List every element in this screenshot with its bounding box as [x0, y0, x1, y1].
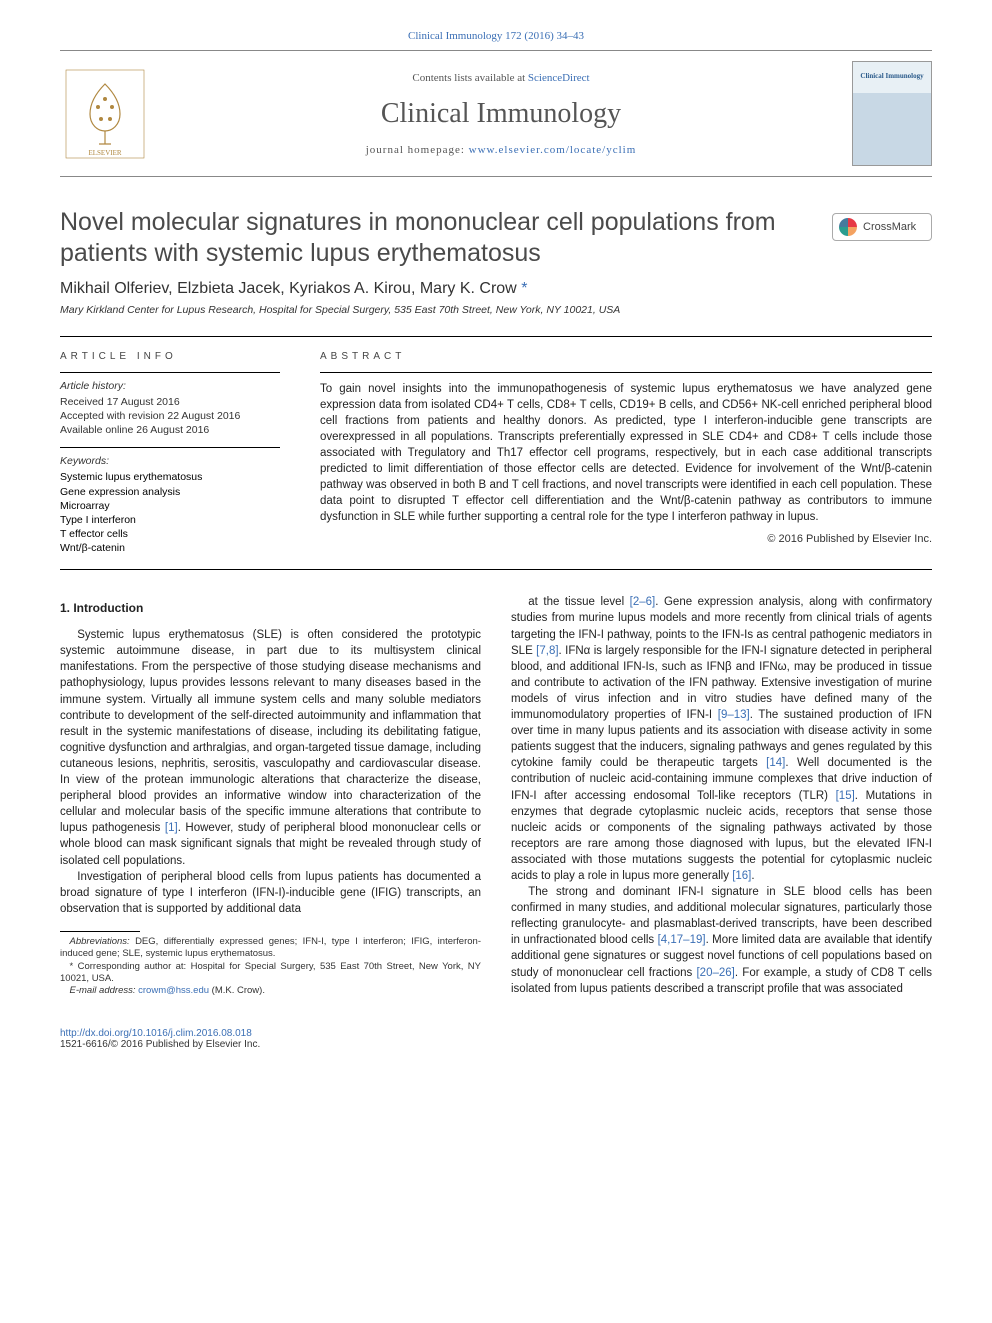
footnotes: Abbreviations: DEG, differentially expre… — [60, 936, 481, 998]
abstract-copyright: © 2016 Published by Elsevier Inc. — [320, 533, 932, 545]
body-para: at the tissue level [2–6]. Gene expressi… — [511, 594, 932, 884]
body-para: The strong and dominant IFN-I signature … — [511, 884, 932, 997]
keyword: T effector cells — [60, 527, 280, 541]
crossmark-badge[interactable]: CrossMark — [832, 213, 932, 241]
ref-link[interactable]: [14] — [766, 757, 785, 769]
email-label: E-mail address: — [70, 985, 139, 996]
email-tail: (M.K. Crow). — [209, 985, 265, 996]
abstract-heading: ABSTRACT — [320, 351, 932, 362]
section-heading: 1. Introduction — [60, 600, 481, 617]
body-columns: 1. Introduction Systemic lupus erythemat… — [60, 594, 932, 997]
crossmark-label: CrossMark — [863, 221, 916, 233]
ref-link[interactable]: [7,8] — [536, 645, 558, 657]
journal-name: Clinical Immunology — [150, 98, 852, 130]
keyword: Systemic lupus erythematosus — [60, 470, 280, 484]
ref-link[interactable]: [9–13] — [718, 709, 750, 721]
affiliation: Mary Kirkland Center for Lupus Research,… — [60, 304, 932, 316]
ref-link[interactable]: [1] — [165, 822, 178, 834]
sciencedirect-link[interactable]: ScienceDirect — [528, 72, 590, 84]
rule-bottom — [60, 569, 932, 570]
ref-link[interactable]: [16] — [732, 870, 751, 882]
journal-cover-thumbnail: Clinical Immunology — [852, 61, 932, 166]
rule-top — [60, 336, 932, 337]
ref-link[interactable]: [15] — [836, 790, 855, 802]
homepage-link[interactable]: www.elsevier.com/locate/yclim — [469, 144, 637, 156]
history: Received 17 August 2016 Accepted with re… — [60, 395, 280, 438]
title-row: Novel molecular signatures in mononuclea… — [60, 207, 932, 270]
corresponding-mark[interactable]: * — [521, 280, 527, 297]
running-header-link[interactable]: Clinical Immunology 172 (2016) 34–43 — [408, 30, 584, 42]
info-rule — [60, 372, 280, 373]
history-head: Article history: — [60, 379, 280, 393]
journal-header-band: ELSEVIER Contents lists available at Sci… — [60, 50, 932, 177]
homepage-prefix: journal homepage: — [366, 144, 469, 156]
body-para: Investigation of peripheral blood cells … — [60, 869, 481, 917]
svg-text:ELSEVIER: ELSEVIER — [88, 149, 121, 157]
article-title: Novel molecular signatures in mononuclea… — [60, 207, 812, 270]
running-header: Clinical Immunology 172 (2016) 34–43 — [60, 30, 932, 42]
contents-line: Contents lists available at ScienceDirec… — [150, 72, 852, 84]
issn-copyright: 1521-6616/© 2016 Published by Elsevier I… — [60, 1039, 260, 1050]
article-info-heading: ARTICLE INFO — [60, 351, 280, 362]
info-rule-2 — [60, 447, 280, 448]
keyword: Microarray — [60, 499, 280, 513]
ref-link[interactable]: [4,17–19] — [658, 934, 706, 946]
abbrev-label: Abbreviations: — [70, 936, 130, 947]
elsevier-logo: ELSEVIER — [60, 64, 150, 164]
page: Clinical Immunology 172 (2016) 34–43 ELS… — [0, 0, 992, 1090]
cover-title: Clinical Immunology — [853, 62, 931, 80]
keyword: Type I interferon — [60, 513, 280, 527]
elsevier-tree-icon: ELSEVIER — [65, 69, 145, 159]
ref-link[interactable]: [2–6] — [630, 596, 656, 608]
info-abstract-row: ARTICLE INFO Article history: Received 1… — [60, 351, 932, 556]
keywords-head: Keywords: — [60, 454, 280, 468]
homepage-line: journal homepage: www.elsevier.com/locat… — [150, 144, 852, 156]
footnote-rule — [60, 931, 140, 932]
abstract-rule — [320, 372, 932, 373]
abstract-text: To gain novel insights into the immunopa… — [320, 381, 932, 526]
authors-list: Mikhail Olferiev, Elzbieta Jacek, Kyriak… — [60, 280, 521, 297]
keyword: Wnt/β-catenin — [60, 541, 280, 555]
contents-prefix: Contents lists available at — [412, 72, 527, 84]
doi-link[interactable]: http://dx.doi.org/10.1016/j.clim.2016.08… — [60, 1028, 252, 1039]
doi-block: http://dx.doi.org/10.1016/j.clim.2016.08… — [60, 1028, 932, 1050]
ref-link[interactable]: [20–26] — [696, 967, 734, 979]
article-info: ARTICLE INFO Article history: Received 1… — [60, 351, 280, 556]
email-link[interactable]: crowm@hss.edu — [138, 985, 209, 996]
corr-label: * Corresponding author at: — [70, 961, 187, 972]
abstract-block: ABSTRACT To gain novel insights into the… — [320, 351, 932, 556]
body-para: Systemic lupus erythematosus (SLE) is of… — [60, 627, 481, 868]
authors: Mikhail Olferiev, Elzbieta Jacek, Kyriak… — [60, 280, 932, 298]
crossmark-icon — [839, 218, 857, 236]
keyword: Gene expression analysis — [60, 485, 280, 499]
header-center: Contents lists available at ScienceDirec… — [150, 72, 852, 156]
